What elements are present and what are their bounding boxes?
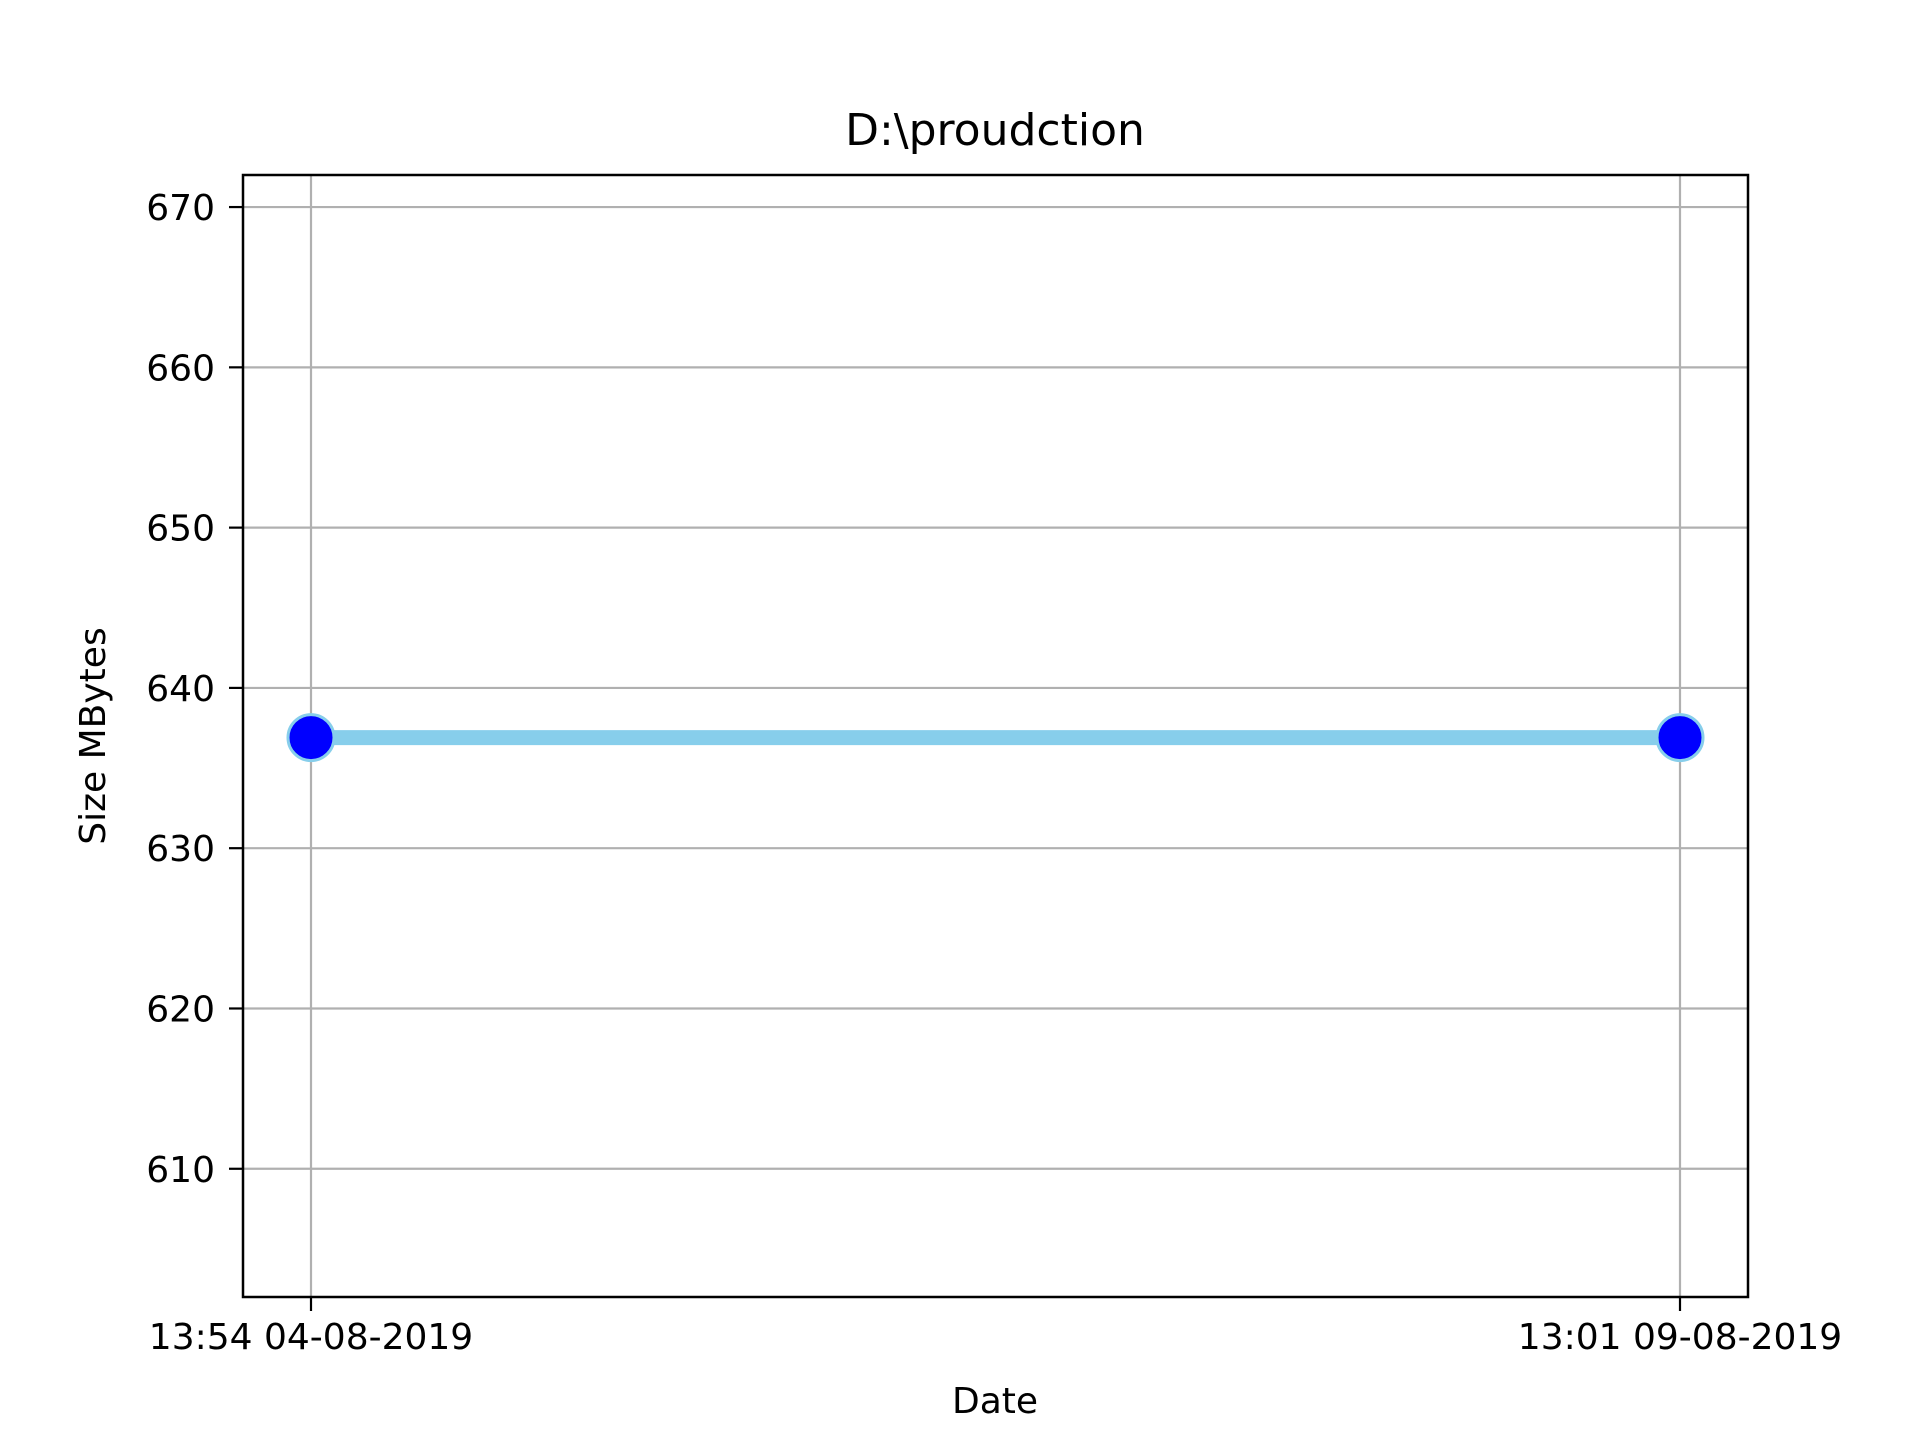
- y-tick-label: 640: [146, 669, 215, 710]
- y-tick-label: 610: [146, 1150, 215, 1191]
- y-tick-label: 670: [146, 188, 215, 229]
- x-tick-label: 13:01 09-08-2019: [1518, 1317, 1842, 1358]
- y-tick-label: 660: [146, 348, 215, 389]
- x-tick-label: 13:54 04-08-2019: [149, 1317, 473, 1358]
- data-point: [286, 713, 336, 763]
- y-tick-label: 630: [146, 829, 215, 870]
- series: [286, 713, 1705, 763]
- data-point: [1655, 713, 1705, 763]
- x-axis-label: Date: [952, 1381, 1038, 1422]
- plot-frame: [241, 173, 1750, 1299]
- y-axis: 610 620 630 640 650 660 670: [146, 188, 243, 1191]
- chart-title: D:\proudction: [845, 105, 1145, 156]
- y-tick-label: 650: [146, 509, 215, 550]
- x-axis: 13:54 04-08-2019 13:01 09-08-2019: [149, 1297, 1842, 1358]
- y-axis-label: Size MBytes: [73, 627, 114, 844]
- y-tick-label: 620: [146, 989, 215, 1030]
